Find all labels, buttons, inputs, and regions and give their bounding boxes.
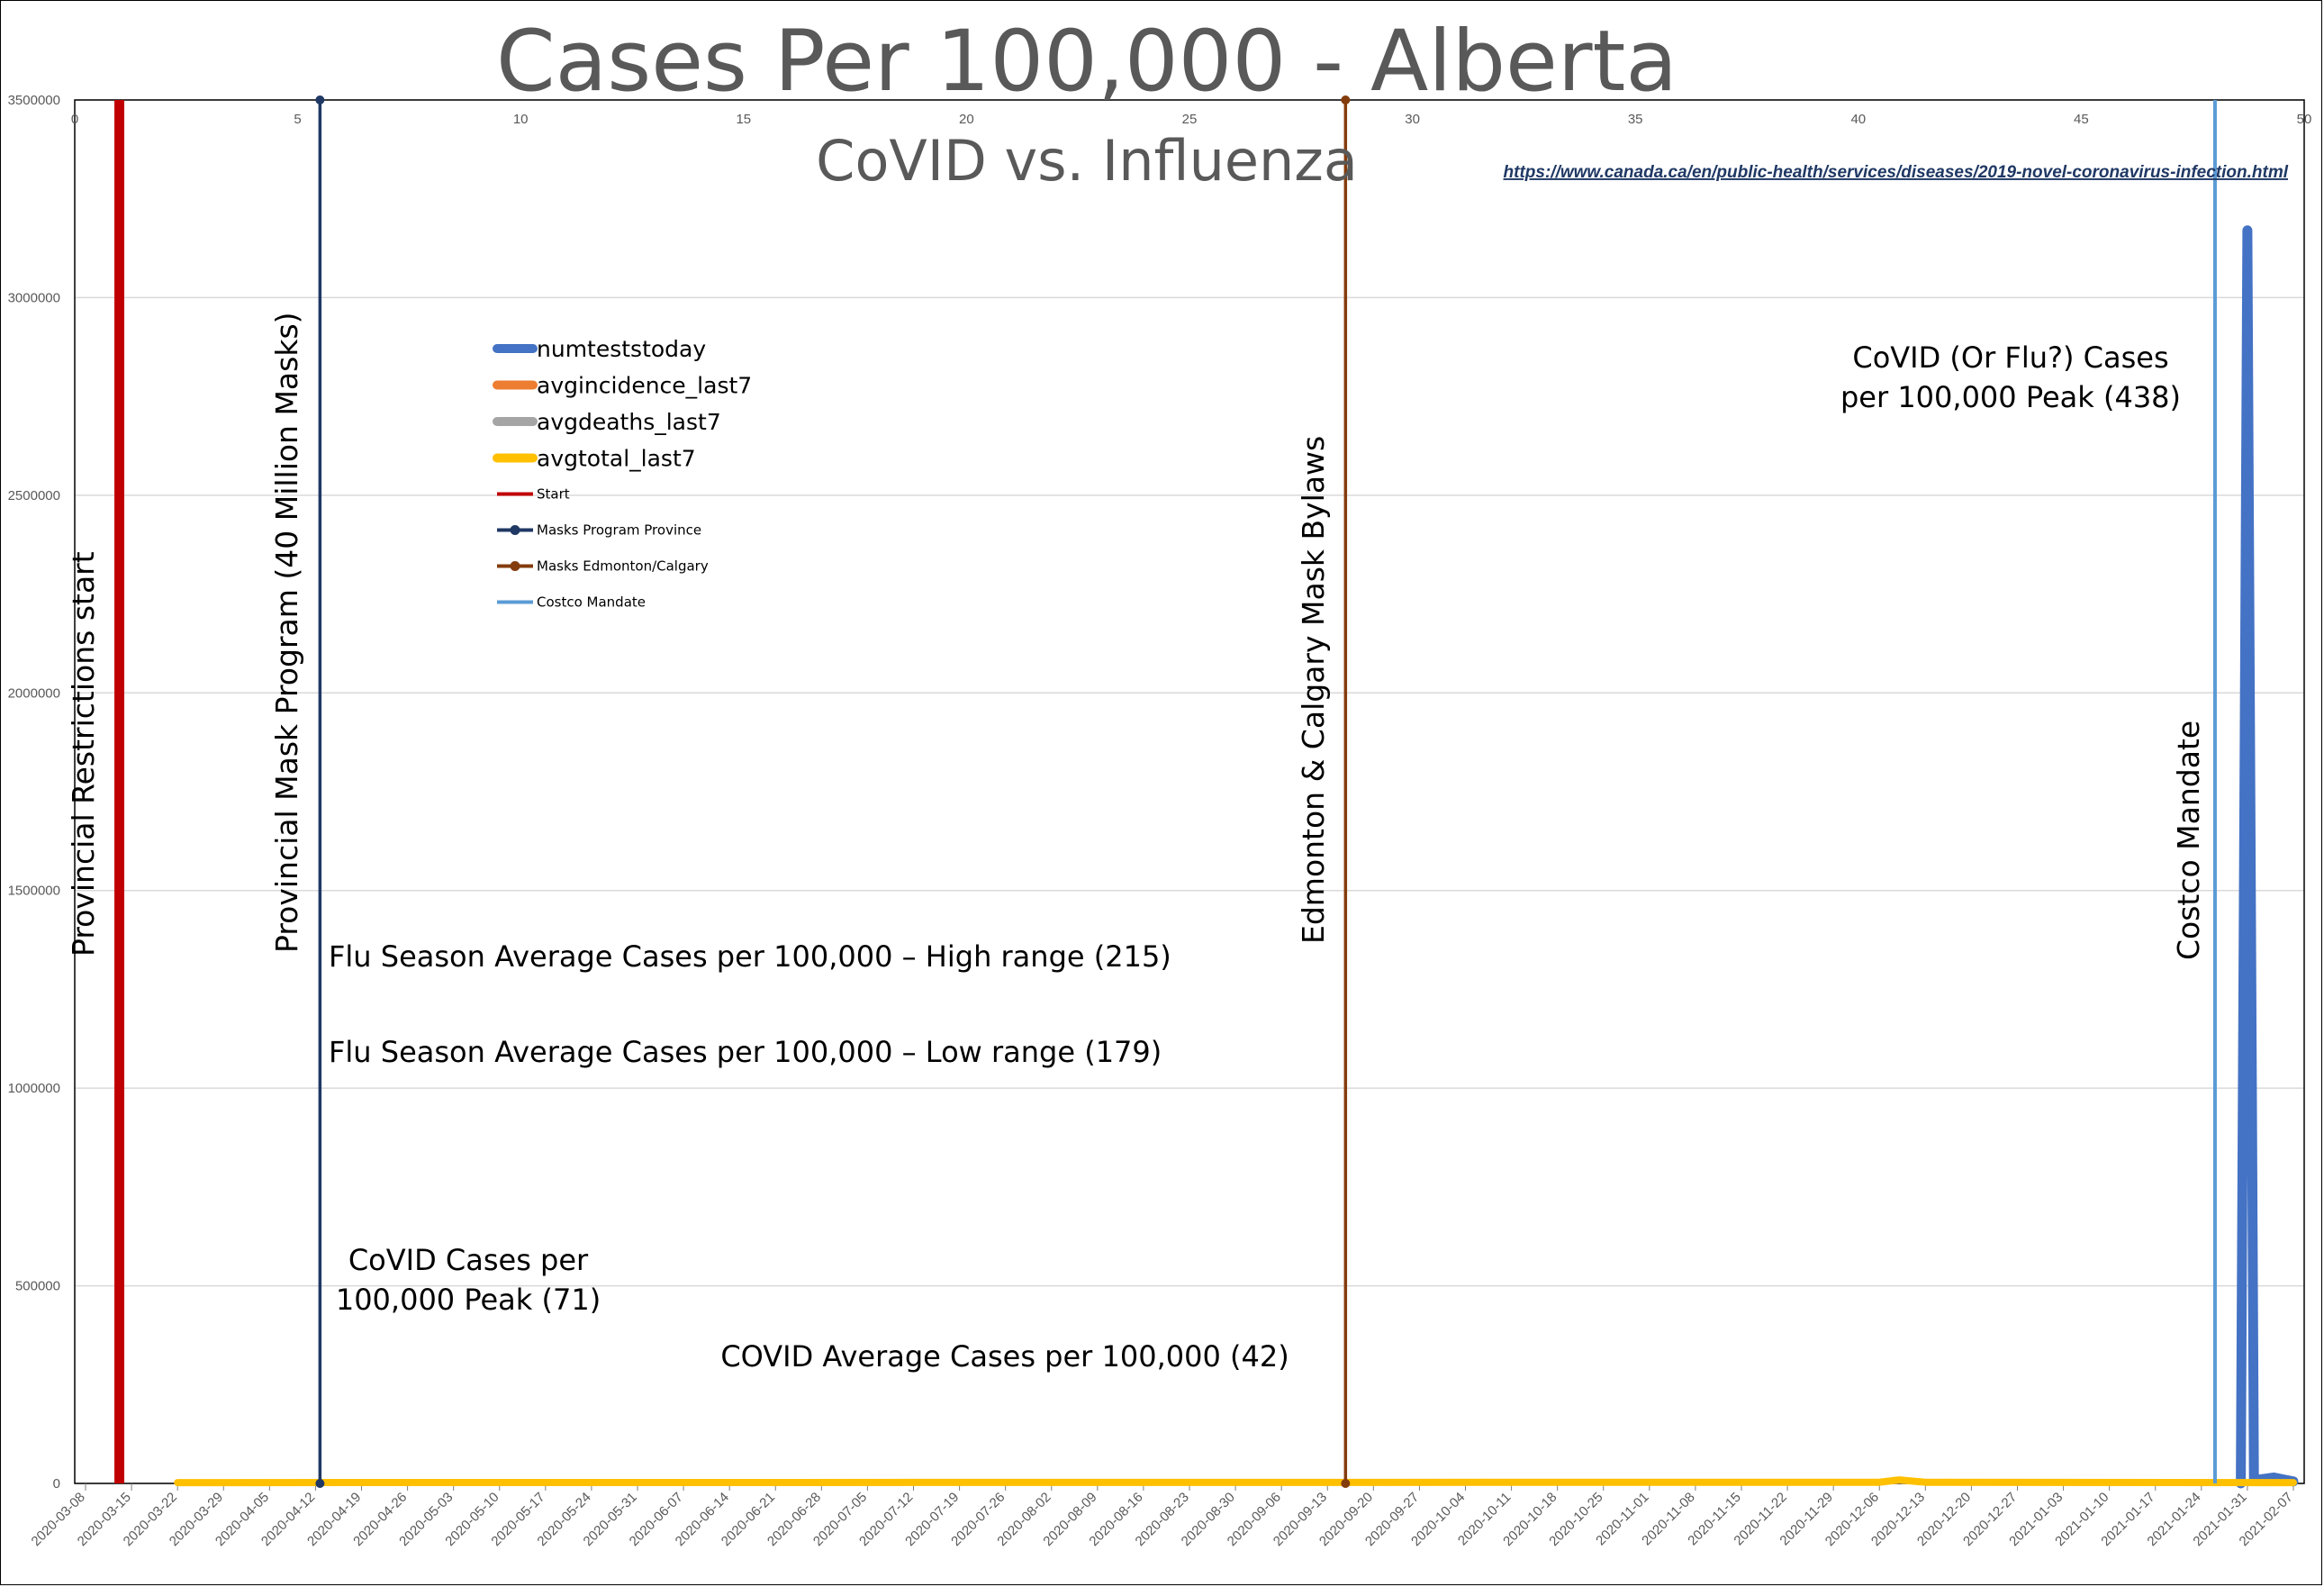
chart-title: Cases Per 100,000 - Alberta bbox=[496, 13, 1677, 111]
marker-dot bbox=[315, 95, 325, 104]
series-line-avgtotal_last7 bbox=[174, 1476, 2297, 1487]
y-tick-label: 2000000 bbox=[8, 685, 60, 701]
legend-label: Start bbox=[537, 486, 570, 503]
legend-label: Costco Mandate bbox=[537, 594, 646, 611]
marker-dot bbox=[1341, 95, 1351, 104]
annotation-edmonton-calgary: Edmonton & Calgary Mask Bylaws bbox=[1296, 436, 1331, 944]
legend-label: avgdeaths_last7 bbox=[537, 409, 721, 435]
y-tick-label: 500000 bbox=[15, 1279, 60, 1294]
secondary-x-tick-label: 45 bbox=[2074, 112, 2089, 127]
y-tick-label: 1000000 bbox=[8, 1081, 60, 1096]
secondary-x-tick-label: 5 bbox=[294, 112, 301, 127]
secondary-x-tick-label: 35 bbox=[1628, 112, 1643, 127]
y-tick-label: 3500000 bbox=[8, 93, 60, 108]
secondary-x-axis-ticks: 0 5 10 15 20 25 30 35 40 45 50 bbox=[71, 112, 2312, 127]
legend-label: numteststoday bbox=[537, 336, 706, 362]
annotation-flu-low: Flu Season Average Cases per 100,000 – L… bbox=[329, 1035, 1162, 1069]
annotation-provincial-mask: Provincial Mask Program (40 Million Mask… bbox=[269, 312, 304, 953]
legend-label: Masks Edmonton/Calgary bbox=[537, 558, 709, 575]
annotation-covid-average: COVID Average Cases per 100,000 (42) bbox=[720, 1339, 1289, 1374]
legend-label: Masks Program Province bbox=[537, 522, 701, 539]
marker-dot bbox=[315, 1479, 325, 1488]
y-tick-label: 1500000 bbox=[8, 884, 60, 899]
legend-dot bbox=[510, 525, 520, 535]
marker-dot bbox=[1341, 1479, 1351, 1488]
annotation-covid-peak-late-1: CoVID (Or Flu?) Cases bbox=[1852, 340, 2168, 375]
annotation-covid-peak-early-2: 100,000 Peak (71) bbox=[336, 1283, 601, 1317]
secondary-x-tick-label: 10 bbox=[513, 112, 529, 127]
annotation-covid-peak-early-1: CoVID Cases per bbox=[348, 1243, 589, 1277]
chart-subtitle: CoVID vs. Influenza bbox=[816, 128, 1358, 194]
secondary-x-tick-label: 40 bbox=[1850, 112, 1866, 127]
secondary-x-tick-label: 50 bbox=[2297, 112, 2312, 127]
annotation-costco: Costco Mandate bbox=[2171, 721, 2206, 960]
secondary-x-tick-label: 30 bbox=[1405, 112, 1420, 127]
legend-dot bbox=[510, 561, 520, 571]
annotation-covid-peak-late-2: per 100,000 Peak (438) bbox=[1840, 380, 2181, 414]
marker-lines bbox=[114, 95, 2217, 1488]
secondary-x-tick-label: 20 bbox=[959, 112, 974, 127]
source-link[interactable]: https://www.canada.ca/en/public-health/s… bbox=[1504, 163, 2289, 182]
secondary-x-tick-label: 15 bbox=[736, 112, 751, 127]
secondary-x-tick-label: 0 bbox=[71, 112, 78, 127]
y-tick-label: 2500000 bbox=[8, 488, 60, 503]
annotation-flu-high: Flu Season Average Cases per 100,000 – H… bbox=[329, 939, 1171, 974]
series-line-numteststoday bbox=[2236, 225, 2299, 1489]
legend-label: avgincidence_last7 bbox=[537, 373, 752, 399]
x-axis-ticks: 2020-03-082020-03-152020-03-222020-03-29… bbox=[29, 1483, 2296, 1549]
series-layer bbox=[174, 225, 2299, 1489]
legend-label: avgtotal_last7 bbox=[537, 446, 696, 472]
legend: numteststoday avgincidence_last7 avgdeaths… bbox=[493, 336, 752, 611]
y-tick-label: 3000000 bbox=[8, 290, 60, 305]
y-tick-label: 0 bbox=[53, 1476, 60, 1492]
annotation-provincial-restrictions: Provincial Restrictions start bbox=[66, 551, 101, 957]
secondary-x-tick-label: 25 bbox=[1182, 112, 1198, 127]
y-axis-ticks: 0 500000 1000000 1500000 2000000 2500000 30000… bbox=[8, 93, 60, 1492]
